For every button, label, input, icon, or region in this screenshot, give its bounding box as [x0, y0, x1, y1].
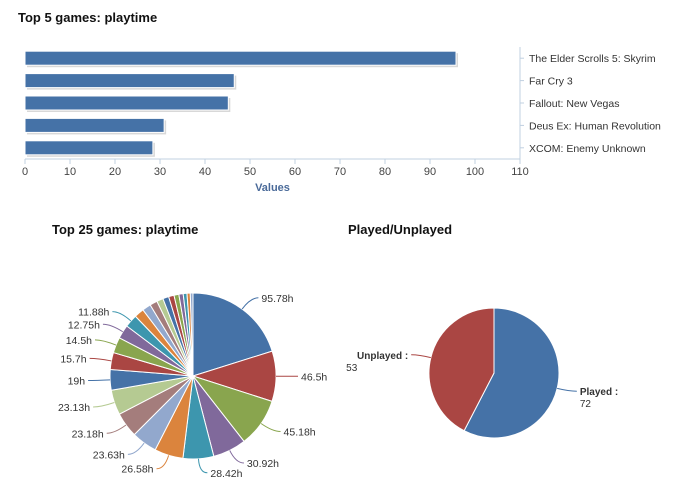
pie-slice — [463, 307, 560, 439]
pie-slice-label: 46.5h — [301, 371, 327, 383]
pie-connector — [88, 379, 111, 382]
pie-connector — [102, 323, 124, 333]
pie-slice-label: 12.75h — [68, 319, 100, 331]
bar — [24, 73, 235, 89]
pie-slice-label: 23.63h — [93, 449, 125, 461]
pie-slice-label: 23.13h — [58, 402, 90, 414]
pie-slice-label: 14.5h — [66, 335, 92, 347]
x-tick-label: 70 — [334, 166, 346, 178]
category-label: XCOM: Enemy Unknown — [529, 143, 646, 155]
pie-slice-label: 26.58h — [121, 464, 153, 476]
x-axis-title: Values — [255, 182, 290, 194]
pie-connector — [156, 455, 170, 470]
bar — [24, 95, 229, 111]
x-tick-label: 50 — [244, 166, 256, 178]
pie-slice — [189, 292, 194, 377]
pie-slice-label: 95.78h — [261, 293, 293, 305]
pie-connector — [94, 339, 117, 346]
pie-slice-label: 19h — [68, 376, 86, 388]
pie-connector — [93, 402, 115, 408]
pie-value-label: 72 — [580, 399, 592, 410]
pie-chart-title: Top 25 games: playtime — [52, 222, 199, 237]
played-pie-title: Played/Unplayed — [348, 222, 453, 237]
x-tick-label: 40 — [199, 166, 211, 178]
x-tick-label: 20 — [109, 166, 121, 178]
category-label: Far Cry 3 — [529, 76, 573, 88]
pie-slice-label: 45.18h — [284, 427, 316, 439]
category-label: Deus Ex: Human Revolution — [529, 120, 661, 132]
bar — [24, 117, 165, 133]
pie-connector — [229, 450, 244, 464]
x-tick-label: 110 — [511, 166, 529, 178]
pie-connector — [112, 311, 132, 322]
x-tick-label: 80 — [379, 166, 391, 178]
pie-connector — [89, 357, 112, 362]
x-tick-label: 30 — [154, 166, 166, 178]
pie-slice-label: 28.42h — [210, 468, 242, 480]
pie-slice-label: 11.88h — [78, 307, 109, 319]
pie-slice-label: 23.18h — [72, 428, 104, 440]
x-tick-label: 0 — [22, 166, 28, 178]
pie-slice-label: 15.7h — [60, 353, 86, 365]
x-tick-label: 60 — [289, 166, 301, 178]
pie-category-label: Unplayed : — [357, 351, 408, 362]
pie-connector — [106, 424, 127, 434]
pie-connector — [411, 354, 431, 359]
bar — [24, 50, 457, 66]
bar-chart-title: Top 5 games: playtime — [18, 10, 158, 25]
pie-slice-label: 30.92h — [247, 458, 279, 470]
pie-value-label: 53 — [346, 363, 358, 374]
category-label: The Elder Scrolls 5: Skyrim — [529, 53, 656, 65]
x-tick-label: 10 — [64, 166, 76, 178]
x-tick-label: 100 — [466, 166, 484, 178]
pie-slice — [192, 292, 273, 377]
x-tick-label: 90 — [424, 166, 436, 178]
pie-category-label: Played : — [580, 387, 618, 398]
pie-connector — [260, 423, 281, 433]
pie-connector — [197, 458, 208, 474]
pie-connector — [241, 297, 259, 310]
pie-connector — [557, 387, 577, 392]
bar — [24, 140, 154, 156]
category-label: Fallout: New Vegas — [529, 98, 619, 110]
pie-connector — [127, 442, 145, 455]
